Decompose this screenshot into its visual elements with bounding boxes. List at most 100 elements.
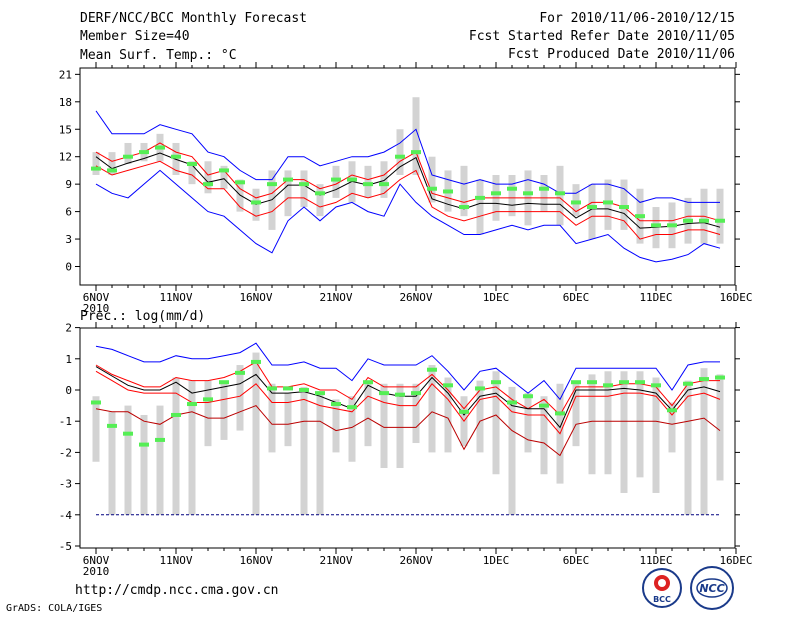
member-spread-box [444,377,452,453]
observed-marker [203,182,213,187]
member-spread-box [316,184,324,217]
member-spread-box [476,380,484,453]
member-spread-box [604,179,612,230]
observed-marker [267,386,277,391]
member-spread-box [332,399,340,453]
observed-marker [571,200,581,205]
observed-marker [443,189,453,194]
member-spread-box [700,368,708,515]
member-spread-box [108,152,116,175]
observed-marker [139,442,149,447]
series-lower-anomaly [95,160,721,240]
member-spread-box [588,374,596,475]
observed-marker [603,200,613,205]
observed-marker [107,423,117,428]
observed-marker [667,223,677,228]
member-spread-box [428,156,436,203]
member-spread-box [204,161,212,194]
member-spread-box [412,97,420,175]
member-spread-box [380,161,388,198]
member-spread-box [316,393,324,515]
y-tick-label: 21 [59,68,72,81]
member-spread-box [204,380,212,447]
observed-marker [331,402,341,407]
member-spread-box [108,411,116,515]
y-tick-label: 15 [59,123,72,136]
member-spread-box [380,383,388,468]
member-spread-box [412,383,420,444]
observed-marker [235,180,245,185]
x-tick-label: 16DEC [719,554,752,567]
ncc-logo: NCC [690,566,734,610]
y-tick-label: 9 [65,178,72,191]
member-spread-box [364,165,372,198]
observed-marker [619,205,629,210]
y-tick-label: -1 [59,415,72,428]
member-spread-box [236,365,244,431]
observed-marker [715,218,725,223]
y-tick-label: 6 [65,206,72,219]
bcc-logo-swirl-center [658,579,666,587]
observed-marker [667,408,677,413]
member-spread-box [460,165,468,217]
observed-marker [571,380,581,385]
member-spread-box [508,175,516,217]
member-spread-box [268,383,276,453]
member-spread-box [572,184,580,217]
member-spread-box [300,170,308,208]
member-spread-box [620,179,628,230]
observed-marker [459,205,469,210]
member-spread-box [124,405,132,515]
observed-marker [251,359,261,364]
x-tick-label: 1DEC [483,291,510,304]
observed-marker [427,367,437,372]
x-tick-label: 21NOV [319,291,352,304]
member-spread-box [716,374,724,481]
series-ensemble-min [95,405,721,457]
member-spread-box [284,393,292,447]
x-tick-label: 16NOV [239,554,272,567]
member-spread-box [428,365,436,453]
member-spread-box [556,165,564,226]
chart-title: DERF/NCC/BCC Monthly Forecast [80,11,307,26]
observed-marker [395,392,405,397]
observed-marker [715,375,725,380]
member-spread-box [396,129,404,175]
observed-marker [123,154,133,159]
member-spread-box [188,380,196,515]
member-spread-box [508,386,516,515]
observed-marker [331,177,341,182]
y-tick-label: -2 [59,446,72,459]
member-spread-box [348,396,356,462]
x-tick-label: 1DEC [483,554,510,567]
member-spread-box [396,383,404,468]
observed-marker [555,411,565,416]
observed-marker [635,214,645,219]
member-spread-box [172,377,180,515]
observed-marker [363,380,373,385]
observed-marker [507,400,517,405]
series-ensemble-mean [95,152,721,229]
observed-marker [683,218,693,223]
x-tick-label: 26NOV [399,291,432,304]
member-spread-box [92,152,100,175]
member-spread-box [220,380,228,440]
x-tick-label: 16NOV [239,291,272,304]
temperature-panel [75,62,740,291]
ncc-logo-ring [690,566,734,610]
precipitation-panel [75,322,740,554]
observed-marker [203,397,213,402]
observed-marker [443,383,453,388]
observed-marker [427,186,437,191]
observed-marker [235,370,245,375]
observed-marker [267,182,277,187]
grads-credit: GrADS: COLA/IGES [6,603,103,614]
observed-marker [171,154,181,159]
y-tick-label: -5 [59,540,72,553]
bcc-logo-text: BCC [653,595,671,604]
y-tick-label: 12 [59,151,72,164]
observed-marker [283,177,293,182]
observed-marker [219,380,229,385]
member-spread-box [332,165,340,198]
observed-marker [555,191,565,196]
